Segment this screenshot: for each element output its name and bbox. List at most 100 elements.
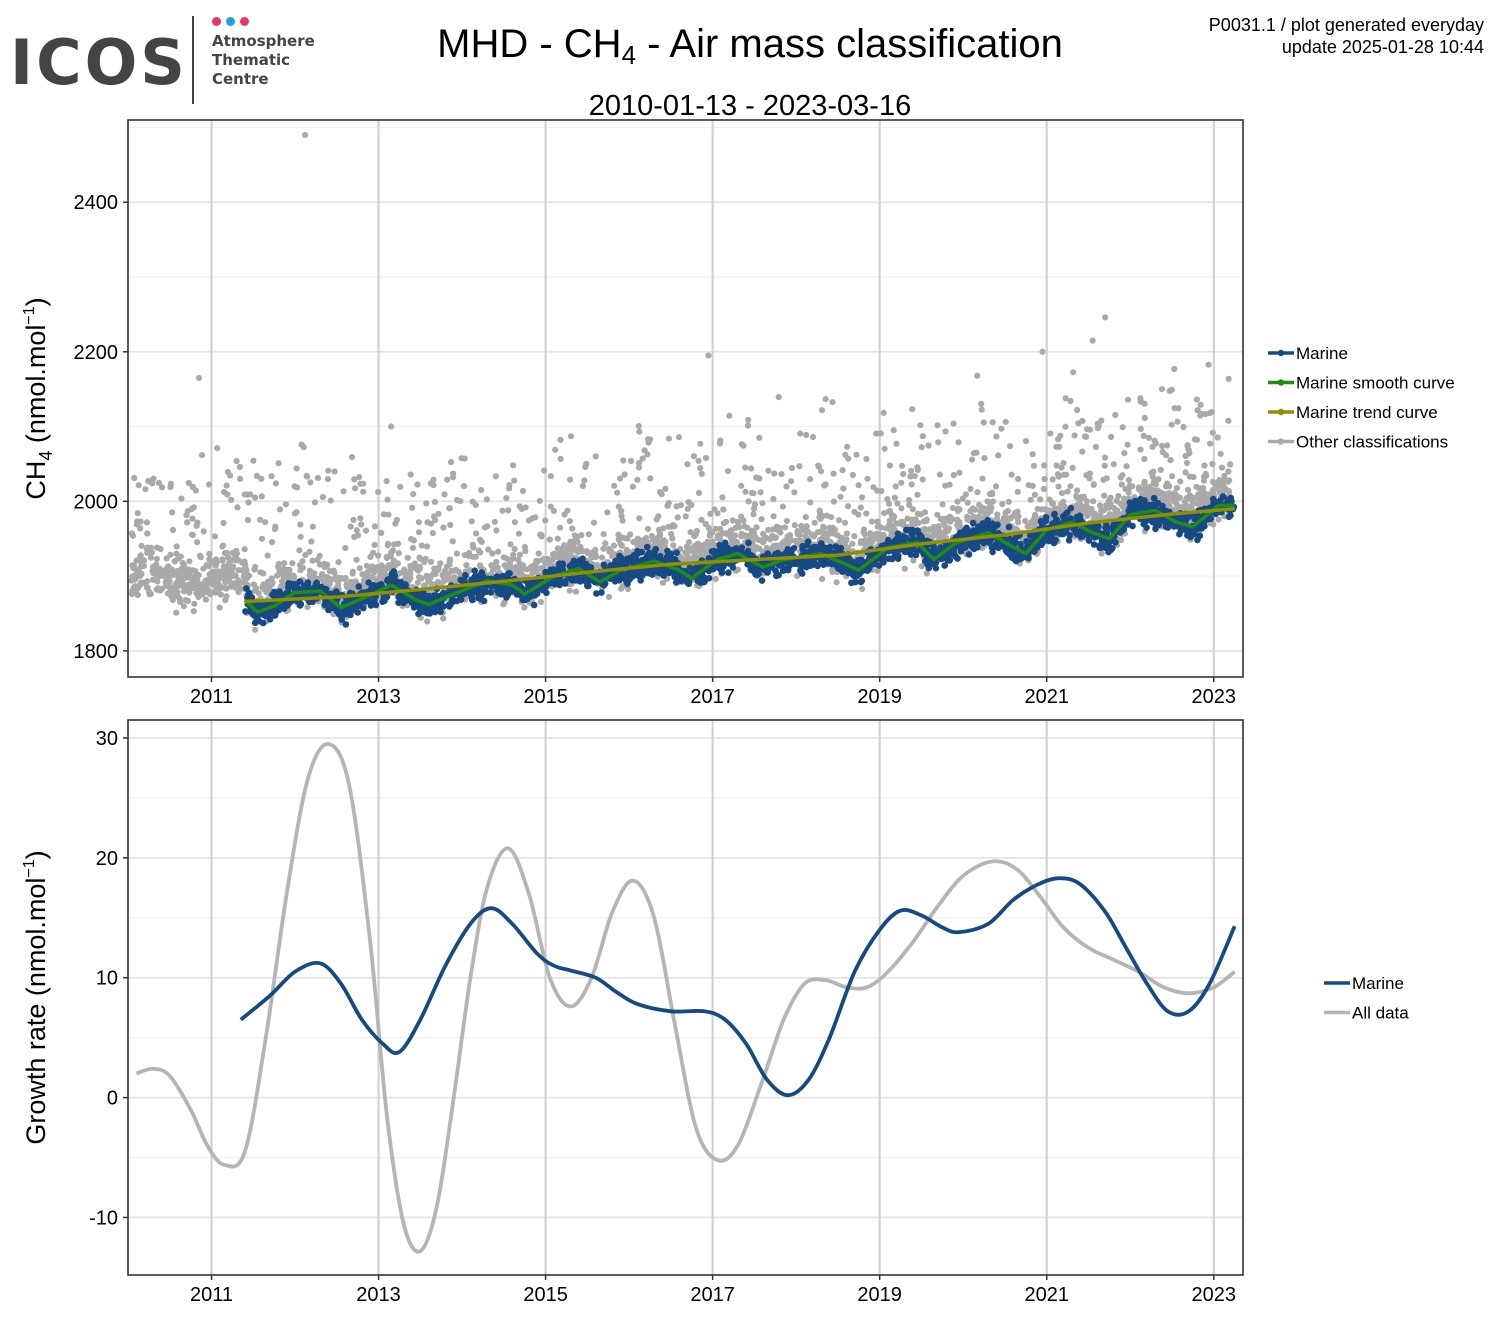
other-point <box>1055 483 1062 490</box>
other-point <box>719 494 726 501</box>
other-point <box>502 563 510 570</box>
other-point <box>1046 496 1053 503</box>
other-point <box>183 511 190 519</box>
other-point <box>884 496 891 503</box>
other-point <box>255 590 262 597</box>
other-point <box>874 518 881 525</box>
other-point <box>644 436 652 443</box>
other-point <box>296 562 303 569</box>
other-point <box>647 475 654 482</box>
other-point <box>934 511 941 518</box>
other-point <box>515 530 523 537</box>
other-point <box>671 523 678 530</box>
other-point <box>1025 482 1032 489</box>
other-point <box>142 486 149 493</box>
other-point <box>521 543 529 551</box>
other-point <box>375 488 382 496</box>
other-point <box>607 548 614 555</box>
other-point <box>753 544 760 551</box>
other-point <box>874 535 881 542</box>
marine-point <box>1012 550 1019 558</box>
other-point <box>1002 509 1009 516</box>
other-point <box>1083 498 1090 505</box>
other-point <box>842 543 850 550</box>
other-point <box>281 560 288 567</box>
other-point <box>569 525 576 532</box>
logo-dot-2 <box>226 17 235 26</box>
other-point <box>1055 436 1062 443</box>
other-point <box>880 409 887 416</box>
other-point <box>967 485 974 492</box>
other-point <box>630 538 637 546</box>
other-point <box>180 588 188 595</box>
other-point <box>469 498 476 505</box>
other-point <box>756 475 763 482</box>
other-point <box>180 603 187 610</box>
other-point <box>204 576 211 583</box>
other-point <box>131 474 138 482</box>
other-point <box>655 513 662 520</box>
other-point <box>687 529 694 536</box>
marine-point <box>745 539 752 547</box>
other-point <box>306 567 313 574</box>
other-point <box>525 517 533 524</box>
other-point <box>712 525 719 532</box>
other-point <box>506 482 513 489</box>
other-point <box>917 422 924 429</box>
other-point <box>458 455 465 462</box>
other-point <box>1209 487 1217 494</box>
other-point <box>770 513 777 520</box>
other-point <box>358 521 365 528</box>
other-point <box>1108 433 1115 440</box>
other-point <box>674 514 681 521</box>
other-point <box>976 501 983 508</box>
other-point <box>214 445 221 452</box>
other-point <box>1058 490 1066 497</box>
other-point <box>1225 375 1232 382</box>
other-point <box>460 483 468 490</box>
other-point <box>1182 452 1189 460</box>
other-point <box>855 482 862 489</box>
other-point <box>923 570 930 577</box>
other-point <box>308 538 315 545</box>
other-point <box>429 530 436 537</box>
other-point <box>297 567 304 574</box>
other-point <box>914 491 921 498</box>
other-point <box>1119 472 1126 479</box>
other-point <box>221 567 228 574</box>
other-point <box>705 524 712 532</box>
other-point <box>765 526 772 534</box>
other-point <box>224 491 231 498</box>
other-point <box>567 476 574 483</box>
marine-point <box>1150 494 1158 502</box>
other-point <box>566 518 574 525</box>
other-point <box>427 558 435 566</box>
other-point <box>883 525 890 532</box>
other-point <box>818 407 826 414</box>
other-point <box>723 518 730 525</box>
other-point <box>169 596 176 604</box>
other-point <box>1164 442 1171 449</box>
other-point <box>569 541 576 548</box>
other-point <box>815 529 822 536</box>
other-point <box>823 534 830 541</box>
other-point <box>771 470 778 477</box>
other-point <box>340 488 347 495</box>
other-point <box>881 509 888 517</box>
other-point <box>447 459 455 466</box>
other-point <box>557 524 564 531</box>
other-point <box>509 555 517 562</box>
other-point <box>449 538 456 545</box>
other-point <box>409 504 416 511</box>
other-point <box>1119 510 1126 517</box>
other-point <box>1062 423 1069 430</box>
other-point <box>511 477 518 484</box>
other-point <box>738 482 745 489</box>
other-point <box>191 600 198 607</box>
other-point <box>327 497 334 504</box>
other-point <box>745 498 752 505</box>
other-point <box>164 568 172 576</box>
other-point <box>744 524 751 531</box>
other-point <box>171 558 178 565</box>
other-point <box>684 461 691 468</box>
